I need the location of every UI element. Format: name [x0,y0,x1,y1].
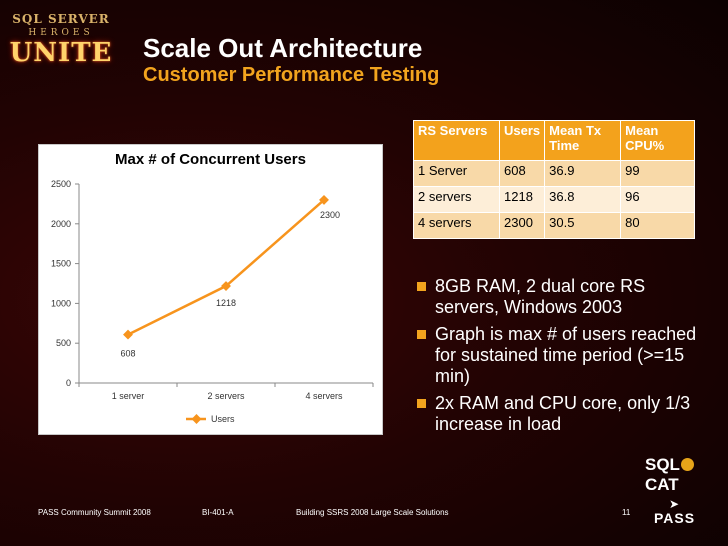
bullet-text: 8GB RAM, 2 dual core RS servers, Windows… [435,276,646,317]
header-mean-tx-time: Mean Tx Time [544,120,622,161]
header-users: Users [498,120,546,161]
pass-logo: ➤ PASS [654,498,694,538]
users-line-chart: Max # of Concurrent Users 0 500 1000 1500 20… [38,144,383,435]
table-header-row: RS Servers Users Mean Tx Time Mean CPU% [413,120,695,161]
bullet-text: 2x RAM and CPU core, only 1/3 increase i… [435,393,691,434]
series-line-users [127,198,325,336]
table-cell: 96 [620,186,695,213]
bullet-square-icon [417,282,426,291]
table-cell: 4 servers [413,212,500,239]
sqlcat-left: SQL [645,455,680,474]
sqlcat-right: CAT [645,475,679,494]
pass-swoosh-icon: ➤ [668,497,680,511]
table-row: 1 Server 608 36.9 99 [413,160,695,187]
y-tick-label: 1500 [51,259,71,269]
data-label: 1218 [216,298,236,308]
chart-title: Max # of Concurrent Users [115,151,306,168]
table-cell: 36.9 [544,160,622,187]
header-mean-cpu: Mean CPU% [620,120,695,161]
performance-table: RS Servers Users Mean Tx Time Mean CPU% … [413,120,695,239]
bullet-square-icon [417,330,426,339]
slide-title: Scale Out Architecture [143,33,423,63]
y-tick-label: 500 [56,338,71,348]
data-label: 608 [120,349,135,359]
bullet-item: 8GB RAM, 2 dual core RS servers, Windows… [413,276,713,318]
x-tick-label: 4 servers [305,391,343,401]
data-point [221,281,231,291]
table-cell: 1218 [498,186,546,213]
table-cell: 608 [498,160,546,187]
legend-label: Users [211,414,235,424]
pass-logo-text: PASS [654,510,696,526]
table-cell: 2 servers [413,186,500,213]
y-tick-label: 1000 [51,298,71,308]
table-cell: 80 [620,212,695,239]
table-cell: 1 Server [413,160,500,187]
bullet-list: 8GB RAM, 2 dual core RS servers, Windows… [413,276,713,441]
table-cell: 99 [620,160,695,187]
data-label: 2300 [320,210,340,220]
bullet-text: Graph is max # of users reached for sust… [435,324,697,386]
sql-server-heroes-unite-logo: SQL SERVER HEROES UNITE [6,6,116,94]
bullet-square-icon [417,399,426,408]
y-tick-label: 2000 [51,219,71,229]
footer-talk: Building SSRS 2008 Large Scale Solutions [296,508,449,517]
footer-session: BI-401-A [202,508,234,517]
logo-line-2: HEROES [28,28,94,38]
logo-line-1: SQL SERVER [12,12,110,26]
logo-line-3: UNITE [9,38,113,68]
bullet-item: 2x RAM and CPU core, only 1/3 increase i… [413,393,713,435]
x-tick-label: 1 server [112,391,145,401]
chart-svg: 0 500 1000 1500 2000 2500 1 server 2 servers 4 s… [51,179,374,424]
table-row: 4 servers 2300 30.5 80 [413,212,695,239]
header-rs-servers: RS Servers [413,120,500,161]
table-cell: 36.8 [544,186,622,213]
y-tick-label: 2500 [51,179,71,189]
table-row: 2 servers 1218 36.8 96 [413,186,695,213]
x-tick-label: 2 servers [207,391,245,401]
legend-marker-icon [191,414,202,424]
sqlcat-dot-icon [680,458,694,471]
table-cell: 2300 [498,212,546,239]
table-cell: 30.5 [544,212,622,239]
y-tick-label: 0 [66,378,71,388]
bullet-item: Graph is max # of users reached for sust… [413,324,713,387]
footer-page-number: 11 [622,508,631,517]
data-point [123,329,133,340]
slide-subtitle: Customer Performance Testing [143,64,440,86]
footer-event: PASS Community Summit 2008 [38,508,151,517]
sqlcat-logo: SQLCAT [645,455,728,495]
